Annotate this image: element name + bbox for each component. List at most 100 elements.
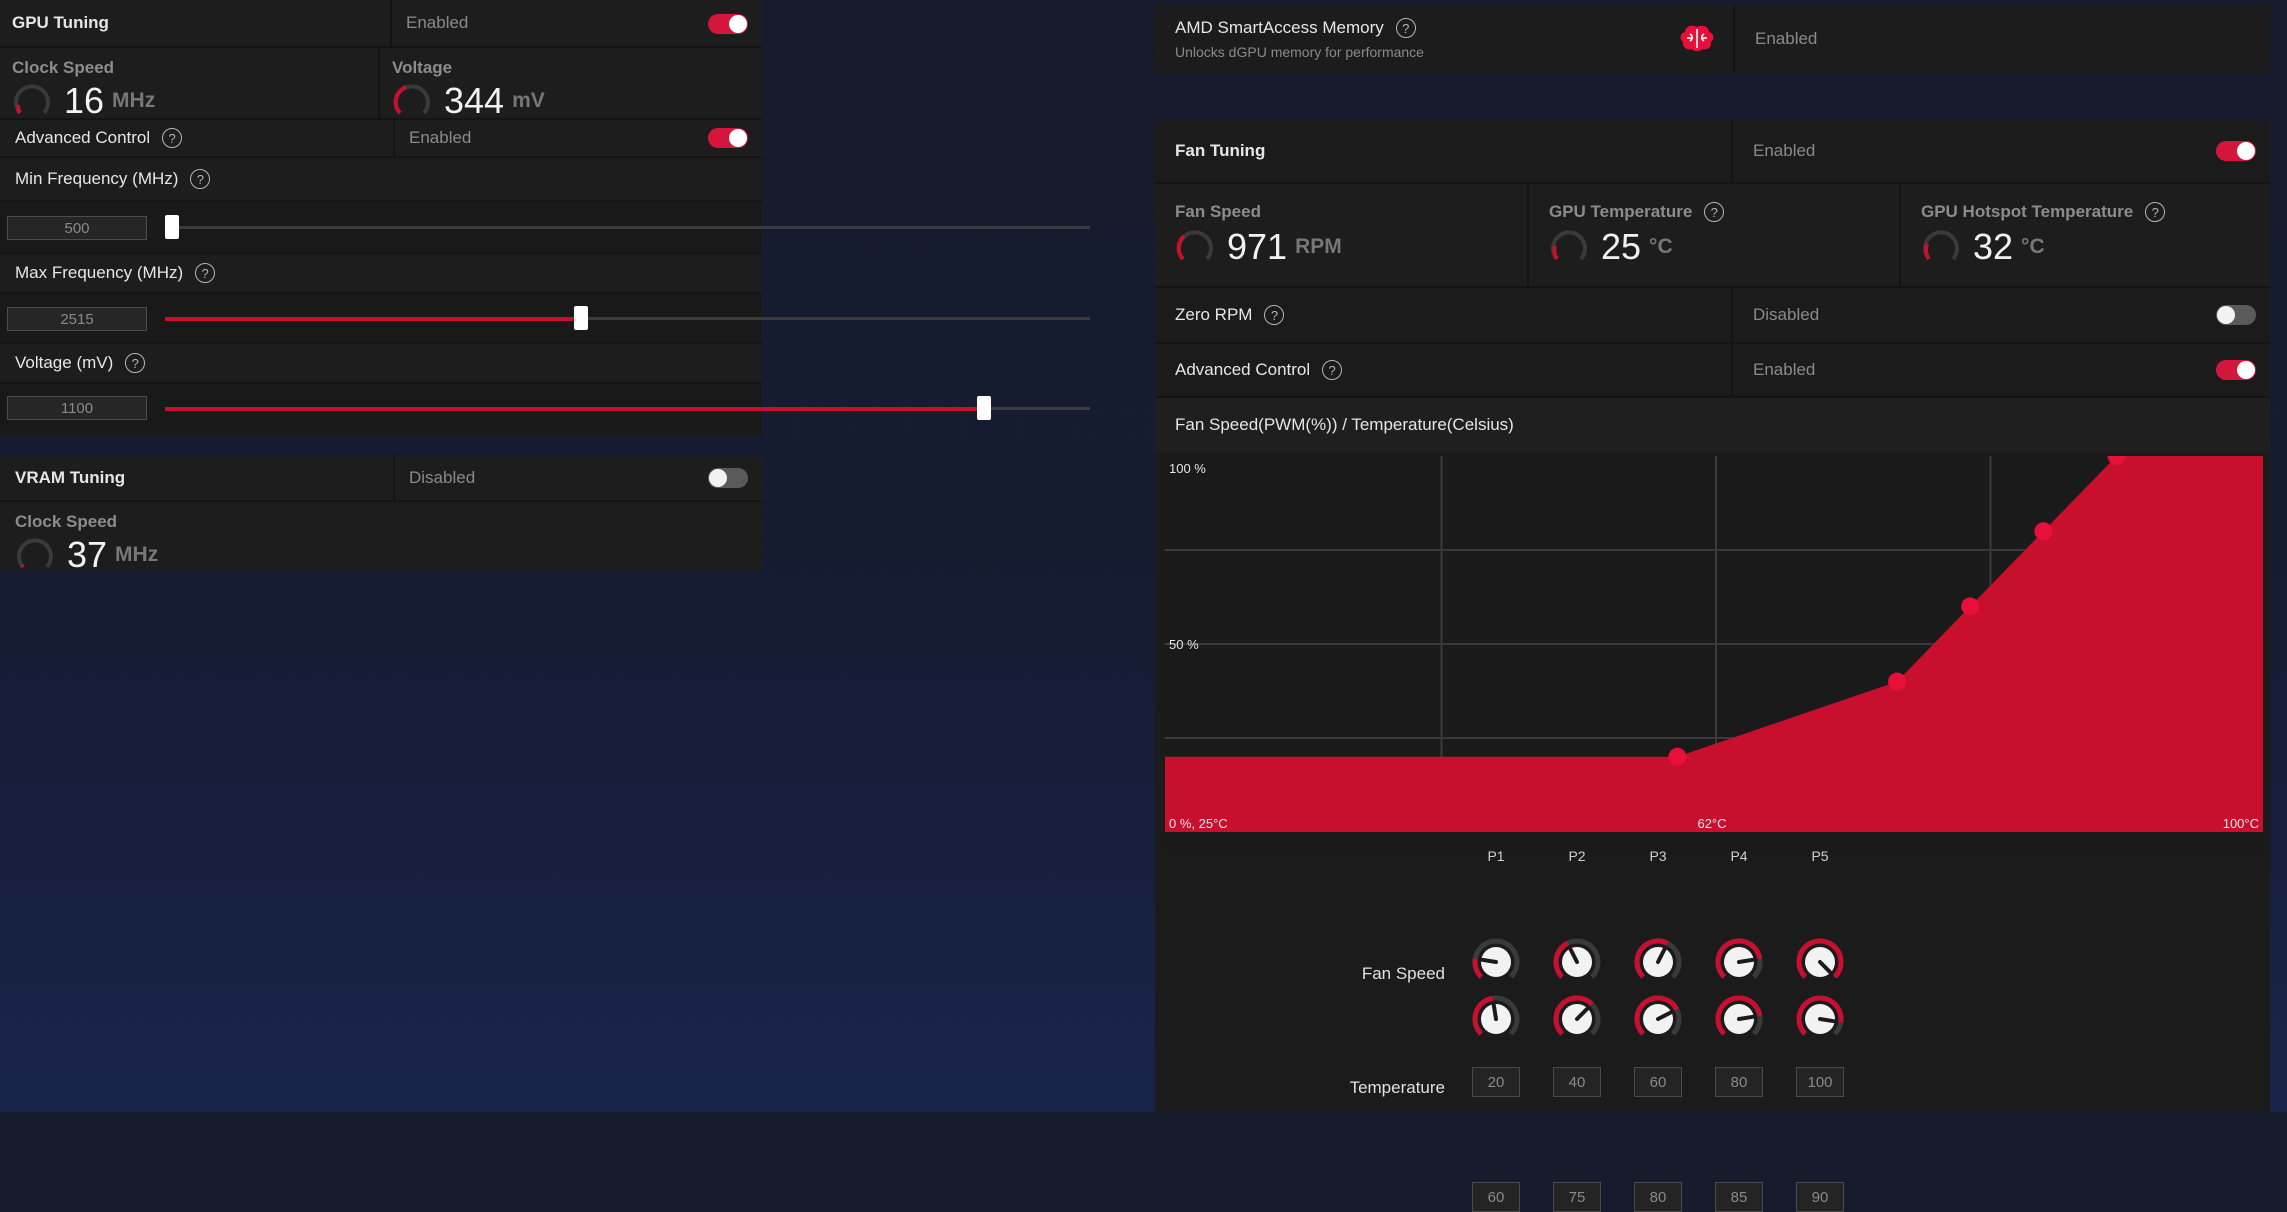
- temperature-point-input[interactable]: 90: [1796, 1182, 1844, 1212]
- fan-metrics-row: Fan Speed 971 RPM GPU Temperature ? 25 °…: [1155, 184, 2270, 288]
- gpu-tuning-header: GPU Tuning Enabled: [0, 0, 762, 48]
- fan-advanced-control-label: Advanced Control: [1175, 360, 1311, 379]
- curve-point: [1888, 672, 1906, 691]
- help-icon[interactable]: ?: [125, 353, 146, 373]
- gpu-temperature-label: GPU Temperature: [1549, 202, 1693, 221]
- min-frequency-thumb[interactable]: [165, 215, 179, 239]
- brain-icon: [1680, 25, 1714, 52]
- gpu-temperature-metric: GPU Temperature ? 25 °C: [1527, 184, 1899, 286]
- curve-point: [2034, 522, 2053, 541]
- sam-status: Enabled: [1755, 29, 1818, 48]
- curve-point: [2107, 456, 2126, 465]
- temperature-knob[interactable]: [1632, 993, 1684, 1045]
- fan-curve-area: [1165, 456, 2263, 832]
- point-label: P3: [1649, 848, 1667, 864]
- temperature-point-input[interactable]: 60: [1472, 1182, 1520, 1212]
- fan-speed-point-input[interactable]: 100: [1796, 1067, 1844, 1097]
- min-frequency-label: Min Frequency (MHz): [15, 169, 179, 188]
- temperature-knob[interactable]: [1551, 993, 1603, 1045]
- fan-speed-knob[interactable]: [1551, 936, 1603, 988]
- voltage-value: 344: [444, 80, 505, 121]
- max-frequency-label: Max Frequency (MHz): [15, 263, 184, 282]
- hotspot-temperature-label: GPU Hotspot Temperature: [1921, 202, 2134, 221]
- sam-title: AMD SmartAccess Memory: [1175, 18, 1384, 37]
- temperature-knob[interactable]: [1470, 993, 1522, 1045]
- y-tick-label: 50 %: [1169, 637, 1199, 652]
- clock-speed-unit: MHz: [112, 89, 156, 112]
- min-frequency-track[interactable]: [172, 226, 1090, 229]
- gpu-temperature-gauge-icon: [1551, 230, 1587, 261]
- max-frequency-thumb[interactable]: [574, 306, 589, 330]
- vram-clock-label: Clock Speed: [15, 512, 118, 531]
- fan-speed-knob[interactable]: [1632, 936, 1684, 988]
- help-icon[interactable]: ?: [190, 169, 211, 189]
- y-tick-label: 100 %: [1169, 461, 1206, 476]
- x-tick-label: 0 %, 25°C: [1169, 816, 1228, 831]
- zero-rpm-status: Disabled: [1753, 305, 1820, 324]
- help-icon[interactable]: ?: [2145, 202, 2166, 222]
- gpu-advanced-control-row: Advanced Control ? Enabled: [0, 119, 762, 158]
- fan-speed-point-input[interactable]: 80: [1715, 1067, 1763, 1097]
- gpu-tuning-title: GPU Tuning: [12, 13, 109, 32]
- voltage-unit: mV: [512, 89, 545, 112]
- hotspot-temperature-unit: °C: [2021, 235, 2045, 258]
- min-frequency-input[interactable]: 500: [7, 216, 147, 240]
- max-frequency-slider-row: 2515: [0, 294, 1090, 344]
- vram-tuning-toggle[interactable]: [708, 468, 748, 488]
- fan-curve-header: Fan Speed(PWM(%)) / Temperature(Celsius): [1155, 398, 2270, 452]
- fan-speed-knob[interactable]: [1794, 936, 1846, 988]
- fan-speed-knob[interactable]: [1713, 936, 1765, 988]
- fan-speed-point-input[interactable]: 60: [1634, 1067, 1682, 1097]
- fan-curve-chart[interactable]: 100 % 50 % 0 %, 25°C 62°C 100°C: [1165, 456, 2263, 852]
- fan-tuning-panel: Fan Tuning Enabled Fan Speed 971 RPM GPU…: [1155, 119, 2270, 1212]
- max-frequency-track[interactable]: [165, 317, 1090, 320]
- gpu-tuning-toggle[interactable]: [708, 14, 748, 34]
- fan-tuning-toggle[interactable]: [2216, 141, 2256, 161]
- zero-rpm-row: Zero RPM ? Disabled: [1155, 287, 2270, 344]
- voltage-slider-row: 1100: [0, 384, 1090, 436]
- temperature-point-input[interactable]: 80: [1634, 1182, 1682, 1212]
- temperature-point-input[interactable]: 85: [1715, 1182, 1763, 1212]
- gpu-advanced-control-status: Enabled: [409, 128, 472, 147]
- vram-clock-gauge-icon: [17, 538, 53, 569]
- zero-rpm-toggle[interactable]: [2216, 305, 2256, 325]
- fan-speed-unit: RPM: [1295, 235, 1342, 258]
- temperature-knob[interactable]: [1713, 993, 1765, 1045]
- zero-rpm-label: Zero RPM: [1175, 305, 1253, 324]
- fan-points-controls: Temperature Fan Speed P1 20 60 P2 40 75 P3 60 80…: [1155, 848, 2270, 1212]
- fan-speed-value: 971: [1227, 226, 1288, 267]
- voltage-thumb[interactable]: [976, 396, 991, 420]
- help-icon[interactable]: ?: [1395, 18, 1416, 38]
- fan-advanced-control-toggle[interactable]: [2216, 360, 2256, 380]
- vram-clock-value: 37: [67, 534, 108, 575]
- fan-speed-point-input[interactable]: 40: [1553, 1067, 1601, 1097]
- voltage-slider-header: Voltage (mV) ?: [0, 344, 762, 384]
- help-icon[interactable]: ?: [1704, 202, 1725, 222]
- max-frequency-input[interactable]: 2515: [7, 307, 147, 331]
- gpu-tuning-status: Enabled: [406, 13, 469, 32]
- clock-speed-metric: Clock Speed 16 MHz: [0, 48, 378, 121]
- temperature-knob[interactable]: [1794, 993, 1846, 1045]
- help-icon[interactable]: ?: [162, 128, 183, 148]
- fan-speed-knob[interactable]: [1470, 936, 1522, 988]
- temperature-point-input[interactable]: 75: [1553, 1182, 1601, 1212]
- clock-speed-value: 16: [64, 80, 105, 121]
- gpu-temperature-value: 25: [1601, 226, 1642, 267]
- voltage-slider-label: Voltage (mV): [15, 353, 114, 372]
- help-icon[interactable]: ?: [1322, 360, 1343, 380]
- voltage-input[interactable]: 1100: [7, 396, 147, 420]
- min-frequency-header: Min Frequency (MHz) ?: [0, 158, 762, 202]
- vram-clock-metric: Clock Speed 37 MHz: [0, 502, 762, 586]
- min-frequency-slider-row: 500: [0, 202, 1090, 254]
- help-icon[interactable]: ?: [1264, 305, 1285, 325]
- fan-speed-point-input[interactable]: 20: [1472, 1067, 1520, 1097]
- voltage-label: Voltage: [392, 58, 453, 77]
- gpu-advanced-control-toggle[interactable]: [708, 128, 748, 148]
- fan-speed-row-label: Fan Speed: [1361, 964, 1445, 983]
- clock-speed-label: Clock Speed: [12, 58, 115, 77]
- hotspot-temperature-value: 32: [1973, 226, 2014, 267]
- fan-speed-metric: Fan Speed 971 RPM: [1155, 184, 1527, 286]
- x-tick-label: 62°C: [1697, 816, 1726, 831]
- fan-advanced-control-status: Enabled: [1753, 360, 1816, 379]
- help-icon[interactable]: ?: [195, 263, 216, 283]
